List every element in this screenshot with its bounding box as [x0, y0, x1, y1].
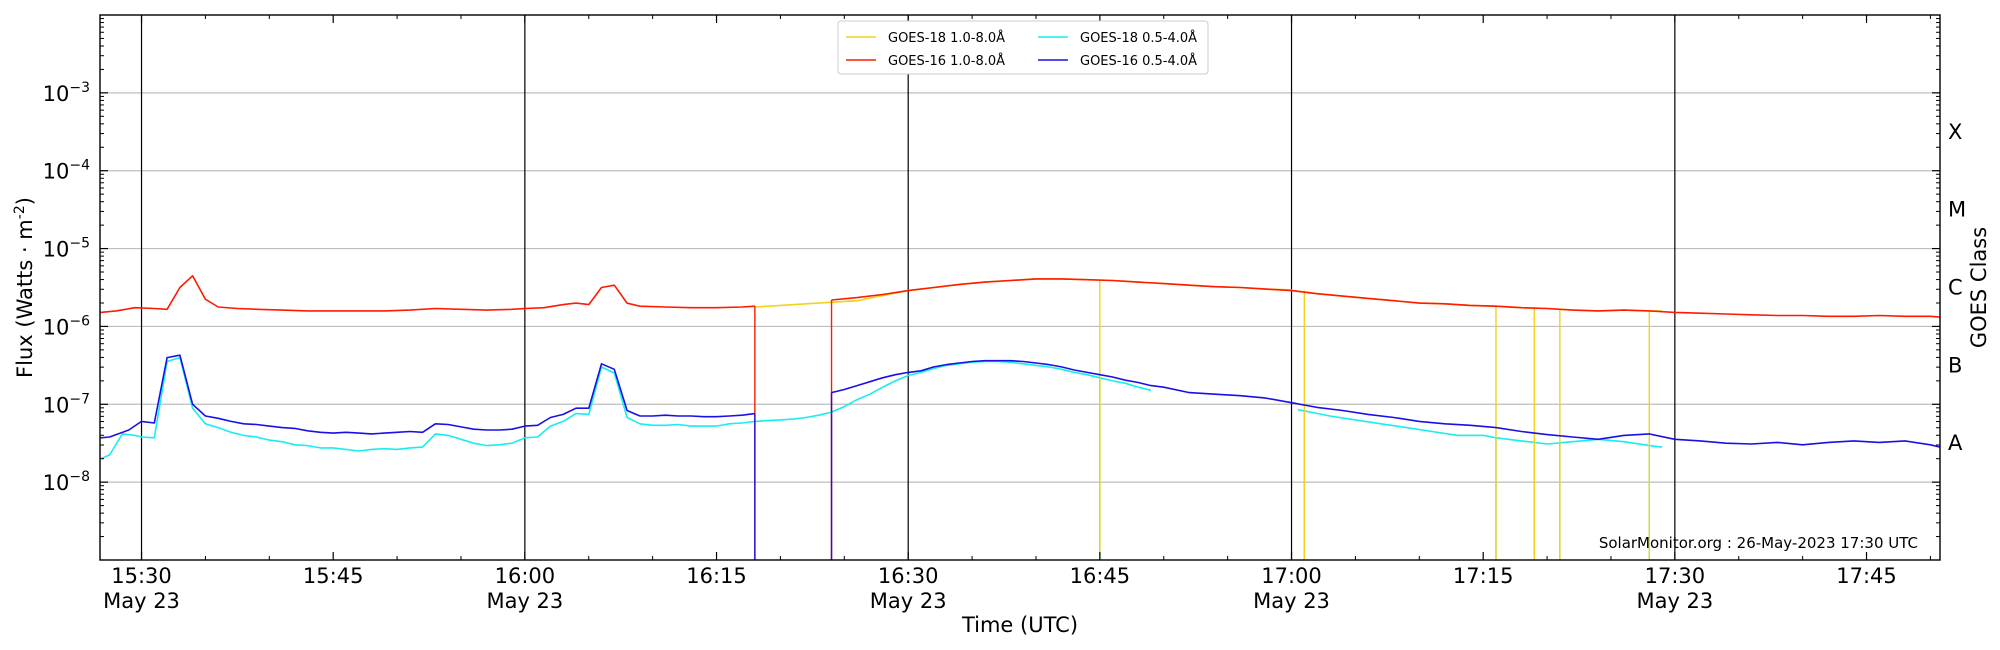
x-tick-date-label: May 23 [1253, 589, 1330, 613]
legend-label: GOES-18 0.5-4.0Å [1080, 30, 1197, 46]
y-tick-exponent: −5 [69, 236, 90, 252]
y-axis-title-close: ) [13, 197, 37, 205]
x-tick-date-label: May 23 [486, 589, 563, 613]
y-tick-base: 10 [43, 238, 70, 262]
y-axis-title: Flux (Watts · m-2) [12, 197, 37, 378]
y-tick-exponent: −8 [69, 469, 90, 485]
goes-class-label: B [1948, 353, 1962, 377]
x-tick-date-label: May 23 [1636, 589, 1713, 613]
y-tick-label: 10−4 [43, 158, 90, 184]
y-axis-title-text: Flux (Watts · m [13, 219, 37, 378]
goes-class-label: X [1948, 120, 1962, 144]
plot-frame [99, 14, 1941, 561]
legend-box [837, 20, 1209, 75]
x-tick-label: 15:45 [303, 564, 364, 588]
legend: GOES-18 1.0-8.0Å GOES-18 0.5-4.0Å GOES-16 … [837, 20, 1209, 75]
series-line [100, 275, 755, 314]
x-tick-label: 16:45 [1070, 564, 1131, 588]
series-3 [100, 354, 1941, 560]
series-line [831, 359, 1941, 448]
x-tick-date-label: May 23 [870, 589, 947, 613]
y-tick-base: 10 [43, 393, 70, 417]
series-line [100, 354, 755, 439]
y-tick-label: 10−3 [43, 80, 90, 106]
goes-class-label: M [1948, 198, 1966, 222]
series-layer [100, 275, 1941, 560]
y-tick-label: 10−6 [43, 313, 90, 339]
goes-class-axis-title: GOES Class [1967, 227, 1991, 348]
y-tick-base: 10 [43, 160, 70, 184]
goes-class-label: A [1948, 431, 1963, 455]
y-tick-label: 10−7 [43, 391, 90, 417]
y-tick-exponent: −4 [69, 158, 90, 174]
y-tick-label: 10−8 [43, 469, 90, 495]
y-tick-base: 10 [43, 471, 70, 495]
x-tick-label: 17:45 [1836, 564, 1897, 588]
grid-lines [100, 92, 1940, 483]
credit-text: SolarMonitor.org : 26-May-2023 17:30 UTC [1599, 534, 1918, 552]
series-line [1297, 408, 1663, 448]
x-tick-label: 16:15 [686, 564, 747, 588]
y-tick-exponent: −6 [69, 313, 90, 329]
x-tick-label: 17:15 [1453, 564, 1514, 588]
legend-label: GOES-16 1.0-8.0Å [888, 53, 1005, 69]
x-tick-label: 17:30 [1645, 564, 1706, 588]
y-axis-title-exponent: -2 [12, 205, 28, 219]
legend-label: GOES-18 1.0-8.0Å [888, 30, 1005, 46]
y-tick-exponent: −7 [69, 391, 90, 407]
goes-class-labels: A B C M X [1948, 120, 1966, 455]
series-line [831, 278, 1941, 318]
legend-label: GOES-16 0.5-4.0Å [1080, 53, 1197, 69]
vertical-time-markers [140, 15, 1676, 560]
goes-class-label: C [1948, 276, 1963, 300]
y-tick-base: 10 [43, 82, 70, 106]
y-tick-exponent: −3 [69, 80, 90, 96]
x-tick-label: 17:00 [1261, 564, 1322, 588]
x-tick-date-label: May 23 [103, 589, 180, 613]
y-tick-base: 10 [43, 315, 70, 339]
y-tick-label: 10−5 [43, 236, 90, 262]
x-tick-label: 15:30 [111, 564, 172, 588]
x-axis-title: Time (UTC) [961, 613, 1078, 637]
x-tick-label: 16:00 [495, 564, 556, 588]
x-tick-label: 16:30 [878, 564, 939, 588]
